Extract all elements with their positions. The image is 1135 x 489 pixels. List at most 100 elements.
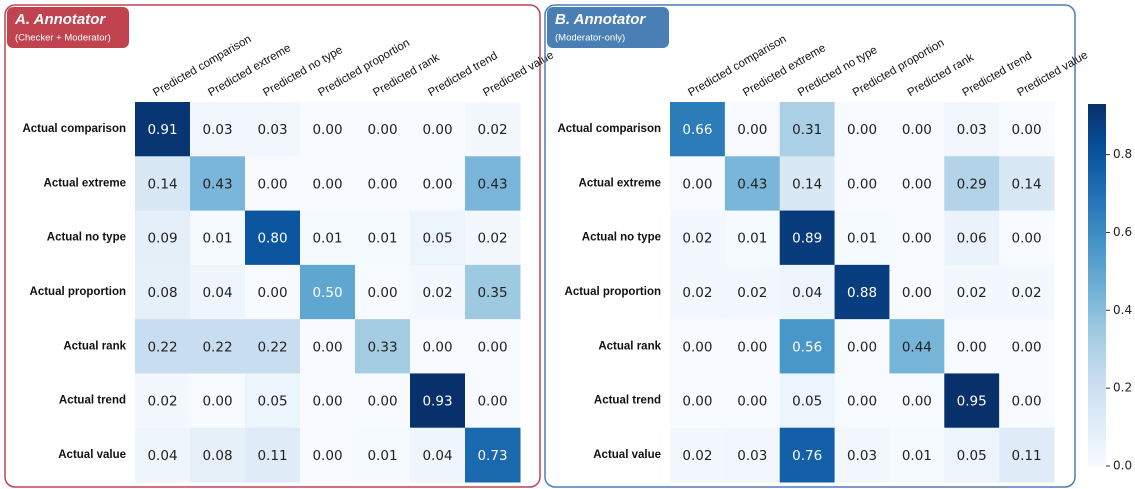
cell-label: 0.02	[682, 285, 712, 301]
heatmap-cell	[779, 319, 836, 374]
heatmap-cell	[465, 319, 521, 374]
cell-label: 0.00	[312, 448, 342, 464]
heatmap-cell	[465, 264, 521, 320]
cell-label: 0.00	[902, 285, 932, 301]
cell-label: 0.22	[202, 339, 232, 355]
heatmap-cell	[355, 427, 411, 483]
colorbar-tick-label: 0.2	[1113, 381, 1132, 395]
row-label: Actual extreme	[579, 177, 661, 189]
heatmap-cell	[834, 319, 890, 374]
cell-label: 0.01	[847, 231, 877, 247]
cell-label: 0.00	[1012, 122, 1042, 138]
cell-label: 0.05	[792, 394, 822, 410]
cell-label: 0.03	[847, 448, 877, 464]
heatmap-cell	[670, 210, 726, 266]
heatmap-cell	[245, 102, 301, 157]
heatmap-cell	[724, 427, 781, 483]
cell-label: 0.00	[847, 394, 877, 410]
cell-label: 0.56	[792, 339, 822, 355]
heatmap-cell	[670, 156, 726, 212]
cell-label: 0.04	[147, 448, 177, 464]
cell-label: 0.02	[147, 394, 177, 410]
heatmap-cell	[410, 156, 466, 212]
colorbar-tick-label: 0.8	[1113, 147, 1132, 161]
heatmap-cell	[779, 210, 836, 266]
heatmap-cell	[999, 156, 1055, 212]
heatmap-cell	[190, 210, 246, 266]
panel-subtitle: (Checker + Moderator)	[15, 33, 111, 44]
row-label: Actual no type	[582, 232, 661, 244]
cell-label: 0.03	[957, 122, 987, 138]
heatmap-cell	[245, 373, 301, 429]
heatmap-cell	[834, 102, 890, 157]
cell-label: 0.00	[367, 285, 397, 301]
colorbar	[1088, 104, 1106, 466]
cell-label: 0.00	[957, 339, 987, 355]
heatmap-cell	[670, 319, 726, 374]
cell-label: 0.00	[312, 339, 342, 355]
cell-label: 0.05	[257, 394, 287, 410]
heatmap-cell	[889, 373, 945, 429]
heatmap-cell	[355, 102, 411, 157]
heatmap-cell	[834, 427, 890, 483]
cell-label: 0.00	[312, 176, 342, 192]
heatmap-cell	[410, 373, 466, 429]
heatmap-cell	[190, 373, 246, 429]
heatmap-cell	[135, 102, 191, 157]
heatmap-cell	[300, 319, 356, 374]
cell-label: 0.00	[422, 339, 452, 355]
cell-label: 0.88	[847, 285, 877, 301]
heatmap-cell	[355, 264, 411, 320]
panel-title: B. Annotator	[555, 11, 646, 28]
cell-label: 0.03	[257, 122, 287, 138]
row-label: Actual rank	[63, 340, 126, 352]
row-label: Actual extreme	[44, 177, 126, 189]
cell-label: 0.00	[422, 122, 452, 138]
cell-label: 0.05	[422, 231, 452, 247]
heatmap-cell	[190, 319, 246, 374]
cell-label: 0.03	[202, 122, 232, 138]
cell-label: 0.00	[202, 394, 232, 410]
panel-border	[4, 4, 541, 488]
cell-label: 0.00	[367, 176, 397, 192]
cell-label: 0.93	[422, 394, 452, 410]
column-label: Predicted comparison	[686, 33, 788, 99]
heatmap-cell	[135, 264, 191, 320]
heatmap-cell	[724, 210, 781, 266]
cell-label: 0.03	[737, 448, 767, 464]
cell-label: 0.22	[257, 339, 287, 355]
heatmap-cell	[135, 319, 191, 374]
cell-label: 0.04	[792, 285, 822, 301]
cell-label: 0.43	[477, 176, 507, 192]
colorbar-tick-label: 0.6	[1113, 225, 1132, 239]
heatmap-cell	[355, 210, 411, 266]
heatmap-cell	[670, 427, 726, 483]
cell-label: 0.00	[257, 285, 287, 301]
cell-label: 0.02	[422, 285, 452, 301]
title-box	[7, 7, 129, 48]
heatmap-cell	[999, 102, 1055, 157]
cell-label: 0.22	[147, 339, 177, 355]
cell-label: 0.33	[367, 339, 397, 355]
row-label: Actual trend	[594, 395, 661, 407]
cell-label: 0.29	[957, 176, 987, 192]
panel-subtitle: (Moderator-only)	[555, 33, 625, 44]
heatmap-cell	[245, 156, 301, 212]
cell-label: 0.00	[1012, 394, 1042, 410]
colorbar-tick-label: 0.0	[1113, 459, 1132, 473]
cell-label: 0.00	[312, 122, 342, 138]
cell-label: 0.00	[737, 122, 767, 138]
heatmap-cell	[300, 102, 356, 157]
heatmap-cell	[889, 427, 945, 483]
heatmap-cell	[300, 427, 356, 483]
cell-label: 0.00	[1012, 339, 1042, 355]
cell-label: 0.04	[422, 448, 452, 464]
cell-label: 0.02	[957, 285, 987, 301]
heatmap-cell	[135, 210, 191, 266]
heatmap-cell	[889, 264, 945, 320]
cell-label: 0.00	[367, 122, 397, 138]
row-label: Actual no type	[47, 232, 126, 244]
row-label: Actual proportion	[565, 286, 661, 298]
cell-label: 0.00	[902, 176, 932, 192]
cell-label: 0.91	[147, 122, 177, 138]
